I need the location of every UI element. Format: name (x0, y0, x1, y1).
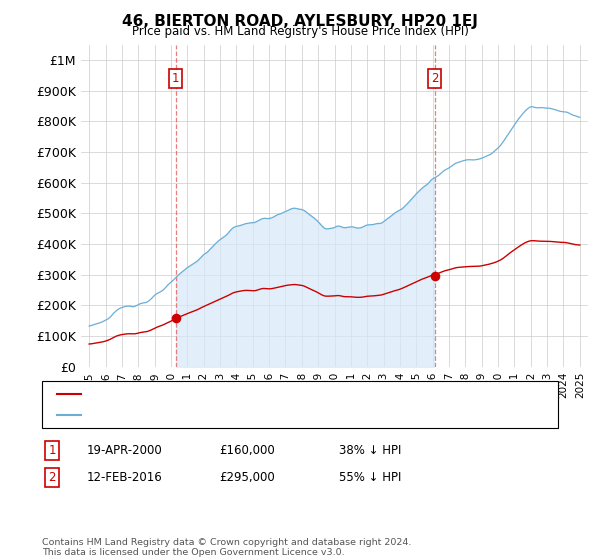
Text: Contains HM Land Registry data © Crown copyright and database right 2024.
This d: Contains HM Land Registry data © Crown c… (42, 538, 412, 557)
Text: 1: 1 (172, 72, 179, 85)
Text: 2: 2 (49, 470, 56, 484)
Point (430, 272, 439, 281)
Point (171, 313, 181, 322)
Text: Price paid vs. HM Land Registry's House Price Index (HPI): Price paid vs. HM Land Registry's House … (131, 25, 469, 38)
Text: 1: 1 (49, 444, 56, 458)
Text: 12-FEB-2016: 12-FEB-2016 (87, 470, 163, 484)
Text: £160,000: £160,000 (219, 444, 275, 458)
Text: 46, BIERTON ROAD, AYLESBURY, HP20 1EJ: 46, BIERTON ROAD, AYLESBURY, HP20 1EJ (122, 14, 478, 29)
Text: 2: 2 (431, 72, 439, 85)
Text: 46, BIERTON ROAD, AYLESBURY, HP20 1EJ (detached house): 46, BIERTON ROAD, AYLESBURY, HP20 1EJ (d… (84, 389, 396, 399)
Text: HPI: Average price, detached house, Buckinghamshire: HPI: Average price, detached house, Buck… (84, 410, 367, 420)
Text: 55% ↓ HPI: 55% ↓ HPI (339, 470, 401, 484)
Text: £295,000: £295,000 (219, 470, 275, 484)
Text: 19-APR-2000: 19-APR-2000 (87, 444, 163, 458)
Text: 38% ↓ HPI: 38% ↓ HPI (339, 444, 401, 458)
